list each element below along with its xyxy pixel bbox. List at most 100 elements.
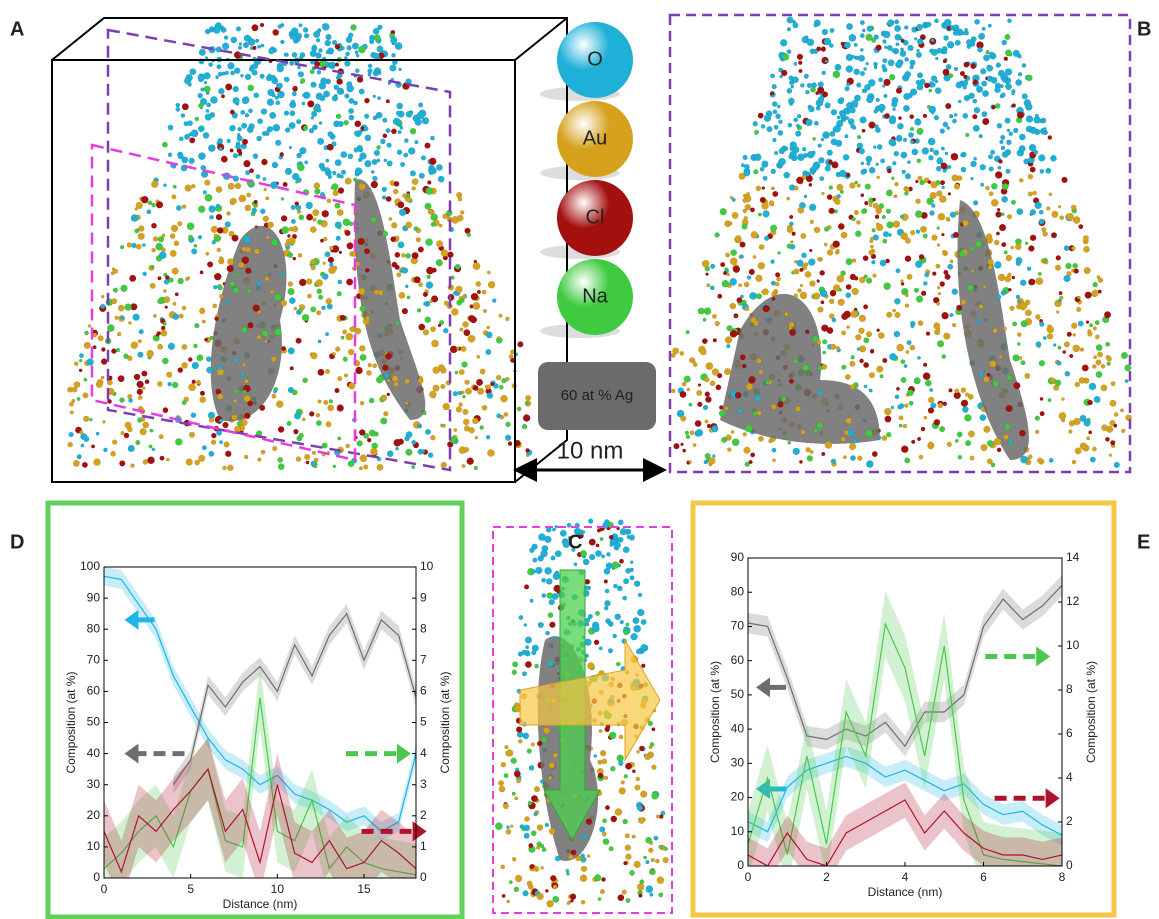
atom bbox=[535, 664, 539, 668]
y2-tick-label: 8 bbox=[420, 621, 427, 635]
y-tick-label: 20 bbox=[731, 790, 745, 804]
atom bbox=[806, 173, 809, 176]
atom bbox=[1020, 456, 1027, 463]
atom bbox=[850, 310, 857, 317]
atom bbox=[629, 870, 634, 875]
atom bbox=[418, 247, 424, 253]
atom bbox=[976, 319, 980, 323]
atom bbox=[512, 792, 516, 796]
atom bbox=[914, 288, 919, 293]
atom bbox=[495, 823, 502, 830]
atom bbox=[960, 153, 964, 157]
atom bbox=[909, 401, 914, 406]
atom bbox=[770, 74, 775, 79]
atom bbox=[247, 126, 253, 132]
atom bbox=[871, 260, 875, 264]
atom bbox=[412, 252, 419, 259]
atom bbox=[368, 73, 371, 76]
atom bbox=[267, 99, 274, 106]
atom bbox=[910, 65, 914, 69]
atom bbox=[291, 205, 296, 210]
atom bbox=[730, 278, 737, 285]
axis-arrow-head bbox=[124, 610, 138, 630]
atom bbox=[1007, 375, 1012, 380]
atom bbox=[981, 81, 987, 87]
atom bbox=[1092, 290, 1099, 297]
atom bbox=[343, 357, 348, 362]
atom bbox=[789, 215, 793, 219]
atom bbox=[524, 833, 530, 839]
atom bbox=[335, 44, 340, 49]
atom bbox=[1012, 276, 1015, 279]
atom bbox=[268, 48, 274, 54]
atom bbox=[970, 161, 976, 167]
atom bbox=[476, 281, 481, 286]
atom bbox=[582, 834, 587, 839]
atom bbox=[1101, 364, 1105, 368]
atom bbox=[337, 173, 342, 178]
atom bbox=[915, 261, 922, 268]
atom bbox=[499, 385, 503, 389]
atom bbox=[741, 163, 745, 167]
atom bbox=[994, 261, 1001, 268]
atom bbox=[965, 440, 971, 446]
atom bbox=[357, 76, 363, 82]
atom bbox=[998, 274, 1005, 281]
atom bbox=[800, 83, 804, 87]
atom bbox=[962, 220, 968, 226]
y2-tick-label: 14 bbox=[1066, 550, 1080, 564]
atom bbox=[382, 118, 387, 123]
atom bbox=[730, 258, 737, 265]
atom bbox=[292, 173, 299, 180]
atom bbox=[247, 401, 252, 406]
y2-tick-label: 12 bbox=[1066, 594, 1080, 608]
atom bbox=[260, 209, 265, 214]
atom bbox=[299, 215, 304, 220]
atom bbox=[729, 221, 733, 225]
atom bbox=[548, 612, 553, 617]
atom bbox=[541, 578, 545, 582]
atom bbox=[916, 199, 921, 204]
atom bbox=[775, 114, 780, 119]
atom bbox=[120, 245, 124, 249]
atom bbox=[606, 552, 610, 556]
atom bbox=[243, 236, 250, 243]
atom bbox=[866, 96, 873, 103]
atom bbox=[233, 176, 239, 182]
atom bbox=[861, 169, 866, 174]
atom bbox=[358, 46, 365, 53]
atom bbox=[128, 321, 131, 324]
atom bbox=[358, 238, 365, 245]
atom bbox=[914, 377, 921, 384]
atom bbox=[239, 42, 242, 45]
atom bbox=[72, 387, 77, 392]
atom bbox=[355, 328, 361, 334]
atom bbox=[771, 169, 776, 174]
atom bbox=[753, 121, 758, 126]
atom bbox=[376, 145, 380, 149]
atom bbox=[121, 316, 125, 320]
atom bbox=[1006, 140, 1011, 145]
atom bbox=[740, 354, 746, 360]
atom bbox=[289, 297, 295, 303]
atom bbox=[797, 260, 804, 267]
atom bbox=[827, 327, 833, 333]
atom bbox=[1025, 103, 1032, 110]
atom bbox=[231, 37, 237, 43]
atom bbox=[182, 306, 186, 310]
atom bbox=[782, 54, 789, 61]
atom bbox=[1021, 360, 1026, 365]
atom bbox=[360, 401, 364, 405]
atom bbox=[979, 134, 983, 138]
atom bbox=[928, 397, 934, 403]
atom bbox=[634, 581, 640, 587]
atom bbox=[876, 163, 879, 166]
atom bbox=[758, 262, 765, 269]
atom bbox=[825, 103, 831, 109]
atom bbox=[344, 60, 350, 66]
atom bbox=[317, 219, 322, 224]
atom bbox=[724, 368, 731, 375]
atom bbox=[257, 335, 261, 339]
atom bbox=[213, 27, 220, 34]
atom bbox=[501, 378, 506, 383]
